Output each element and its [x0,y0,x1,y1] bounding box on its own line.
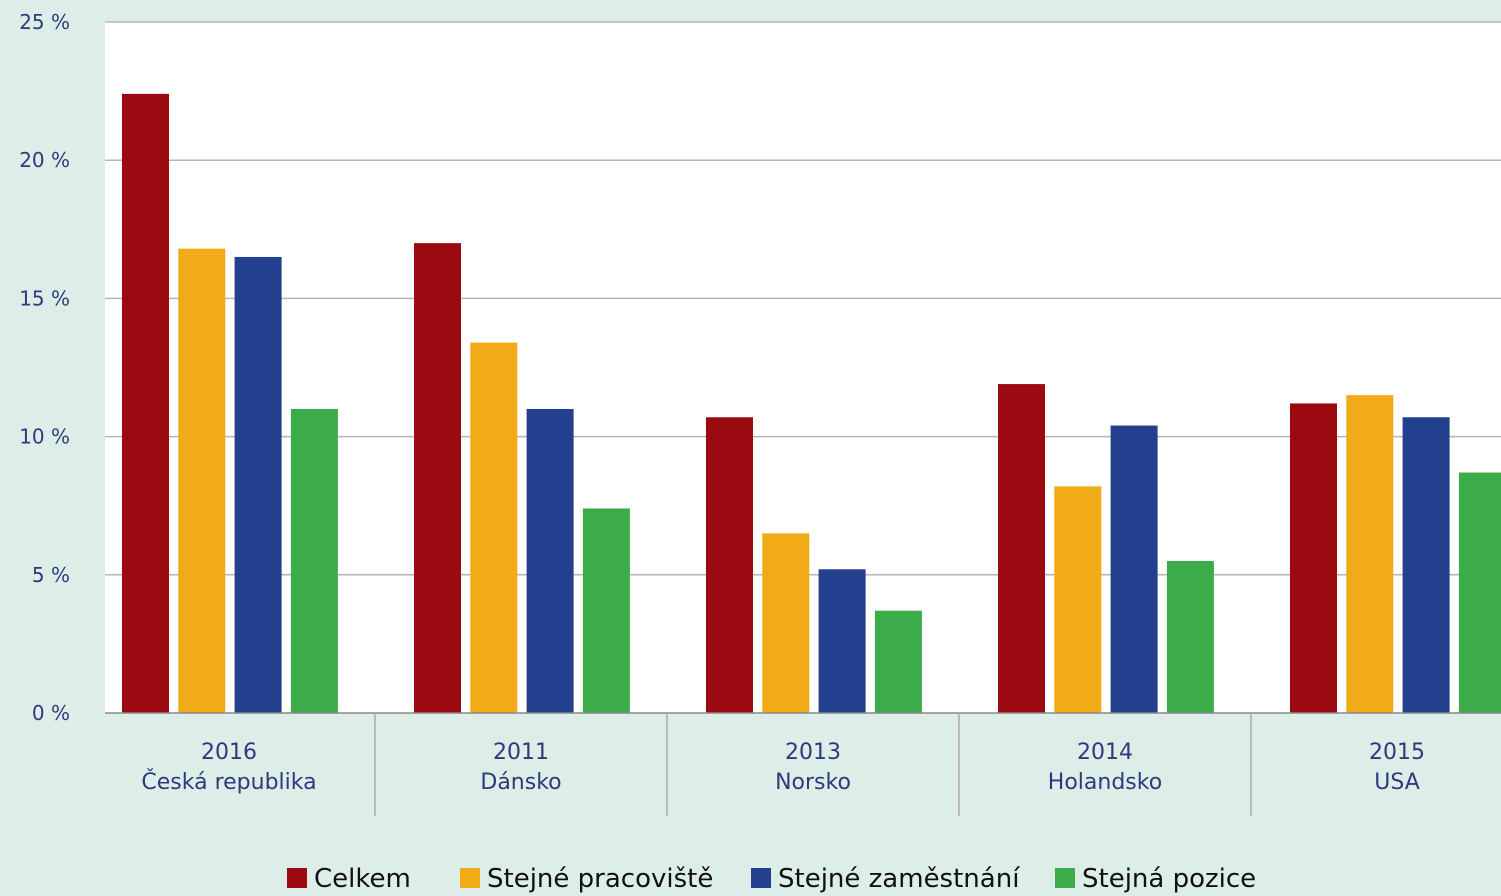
y-tick-label: 20 % [19,148,70,172]
x-tick-country: Česká republika [141,769,316,795]
bar-stejn-pracovi-t--2016 [178,248,226,713]
legend-label: Stejné pracoviště [487,864,713,894]
bar-celkem-2011 [414,243,461,713]
bar-stejn-pracovi-t--2015 [1346,395,1394,713]
x-tick-year: 2013 [785,740,841,765]
bar-stejn-pozice-2015 [1458,472,1501,713]
bar-stejn-zam-stn-n--2011 [526,408,574,713]
legend-swatch [751,868,771,888]
x-axis: 2016 Česká republika 2011 Dánsko 2013 Norsko 2… [141,713,1425,816]
legend-swatch [287,868,307,888]
bar-stejn-pozice-2011 [582,508,630,713]
x-tick-year: 2014 [1077,740,1133,765]
legend-label: Stejná pozice [1082,864,1256,894]
bar-stejn-zam-stn-n--2015 [1402,417,1450,713]
y-axis: 0 % 5 % 10 % 15 % 20 % 25 % [19,10,70,725]
x-tick-year: 2016 [201,740,257,765]
y-tick-label: 5 % [32,563,70,587]
bar-stejn-pracovi-t--2011 [470,342,518,713]
bar-stejn-zam-stn-n--2014 [1110,425,1158,713]
legend-label: Stejné zaměstnání [778,864,1020,894]
x-tick-year: 2011 [493,740,549,765]
x-tick-country: Holandsko [1048,770,1162,795]
bars [122,93,1501,713]
y-tick-label: 25 % [19,10,70,34]
bar-celkem-2015 [1290,403,1337,713]
bar-stejn-pozice-2014 [1166,560,1214,713]
bar-stejn-pracovi-t--2013 [762,533,810,713]
bar-stejn-zam-stn-n--2016 [234,256,282,713]
x-tick-country: Norsko [775,770,851,795]
bar-stejn-pracovi-t--2014 [1054,486,1102,713]
bar-celkem-2016 [122,93,169,713]
y-tick-label: 10 % [19,425,70,449]
bar-celkem-2013 [706,417,753,713]
legend-label: Celkem [314,864,411,894]
bar-celkem-2014 [998,384,1045,713]
bar-stejn-zam-stn-n--2013 [818,569,866,713]
legend: Celkem Stejné pracoviště Stejné zaměstnání… [287,864,1256,894]
y-tick-label: 0 % [32,701,70,725]
x-tick-year: 2015 [1369,740,1425,765]
y-tick-label: 15 % [19,286,70,310]
bar-stejn-pozice-2016 [290,408,338,713]
x-tick-country: USA [1374,770,1420,795]
legend-swatch [460,868,480,888]
bar-stejn-pozice-2013 [874,610,922,713]
legend-swatch [1055,868,1075,888]
x-tick-country: Dánsko [480,770,561,795]
